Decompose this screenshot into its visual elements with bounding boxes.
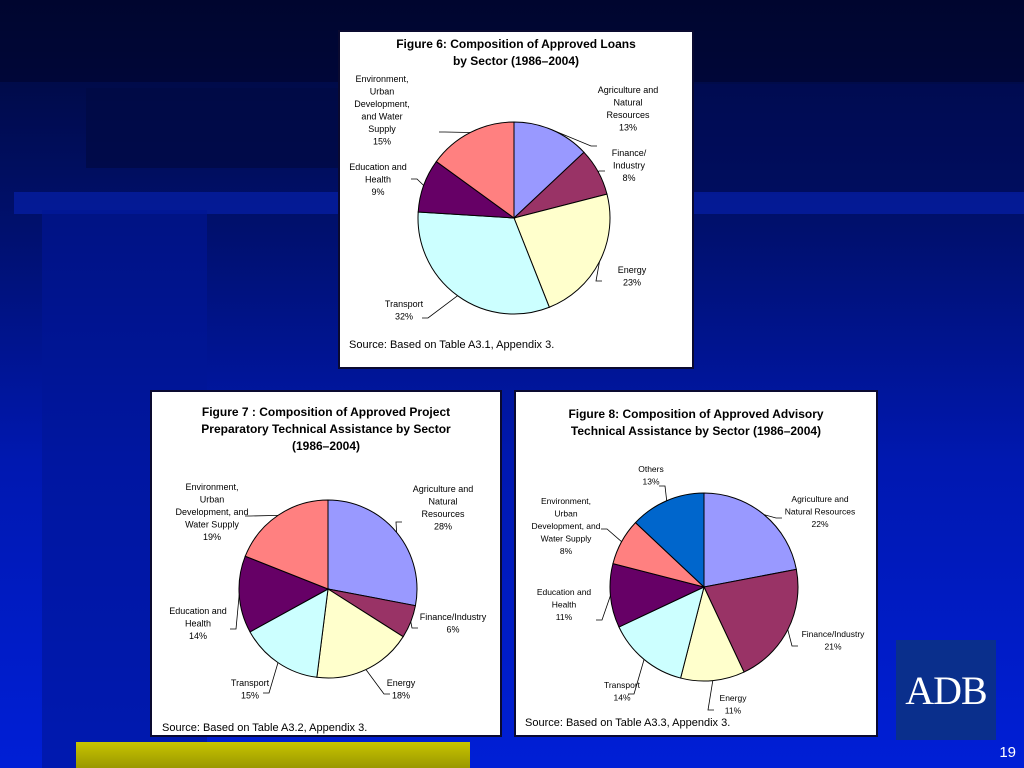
fig6-leader-4 — [411, 178, 424, 186]
fig7-slice-0 — [327, 499, 418, 607]
fig6-leader-5 — [439, 131, 471, 133]
fig6-leader-3 — [422, 295, 458, 319]
fig8-label-5: Environment, Urban Development, and Water S… — [532, 496, 601, 556]
fig7-leader-5 — [245, 515, 279, 517]
fig8-leader-2 — [707, 680, 714, 711]
figure-7-source: Source: Based on Table A3.2, Appendix 3. — [162, 722, 368, 734]
fig8-label-6: Others 13% — [638, 464, 664, 487]
footer-accent-bar — [76, 742, 470, 768]
fig7-label-4: Education and Health 14% — [169, 606, 227, 641]
fig7-leader-2 — [365, 669, 390, 695]
fig6-leader-2 — [595, 261, 602, 282]
fig6-label-0: Agriculture and Natural Resources 13% — [598, 85, 659, 133]
fig8-slice-2 — [680, 585, 745, 682]
fig6-label-3: Transport 32% — [385, 299, 424, 322]
fig7-slice-4 — [238, 555, 330, 633]
fig8-leader-6 — [659, 485, 668, 501]
fig6-slices — [417, 121, 611, 315]
fig7-label-1: Finance/Industry 6% — [420, 612, 487, 635]
fig8-label-4: Education and Health 11% — [537, 587, 592, 622]
fig8-slice-0 — [703, 492, 797, 588]
background-dark-block — [694, 84, 1024, 194]
fig7-leader-4 — [230, 594, 240, 630]
figure-6-pie-chart: Figure 6: Composition of Approved Loans b… — [349, 37, 659, 322]
fig8-label-0: Agriculture and Natural Resources 22% — [785, 494, 855, 529]
figure-8-panel: Figure 8: Composition of Approved Adviso… — [514, 390, 878, 737]
fig6-label-2: Energy 23% — [618, 265, 647, 288]
fig8-label-3: Transport 14% — [604, 680, 641, 703]
adb-logo-text: ADB — [905, 667, 987, 713]
figure-7-panel: Figure 7 : Composition of Approved Proje… — [150, 390, 502, 737]
fig8-leader-3 — [628, 659, 645, 695]
fig8-slices — [609, 492, 799, 682]
fig6-label-4: Education and Health 9% — [349, 162, 407, 197]
adb-logo: ADB — [896, 640, 996, 740]
fig7-slices — [238, 499, 418, 679]
fig7-title: Figure 7 : Composition of Approved Proje… — [201, 405, 451, 453]
page-number: 19 — [999, 744, 1016, 761]
fig8-slice-6 — [634, 492, 705, 589]
fig7-slice-2 — [316, 588, 404, 679]
fig6-label-5: Environment, Urban Development, and Water Su… — [354, 74, 410, 147]
fig6-slice-5 — [435, 121, 515, 219]
fig7-slice-3 — [249, 588, 329, 678]
fig6-slice-2 — [513, 193, 611, 308]
background-dark-square — [86, 88, 340, 168]
figure-8-source: Source: Based on Table A3.3, Appendix 3. — [525, 717, 731, 729]
figure-8-pie-chart: Figure 8: Composition of Approved Adviso… — [532, 407, 866, 716]
fig6-leader-0 — [551, 129, 597, 147]
fig6-leader-1 — [597, 170, 605, 173]
fig8-leader-4 — [596, 595, 611, 621]
figure-7-pie-chart: Figure 7 : Composition of Approved Proje… — [169, 405, 487, 701]
fig8-leader-0 — [763, 514, 782, 519]
fig6-label-1: Finance/Industry 8% — [612, 148, 647, 183]
fig8-label-1: Finance/Industry 21% — [802, 629, 866, 652]
fig8-leader-5 — [601, 528, 622, 543]
fig6-title: Figure 6: Composition of Approved Loans b… — [396, 37, 636, 68]
fig8-label-2: Energy 11% — [720, 693, 748, 716]
fig7-label-3: Transport 15% — [231, 678, 270, 701]
fig7-leader-3 — [263, 662, 279, 694]
fig8-slice-1 — [703, 568, 799, 673]
fig7-label-2: Energy 18% — [387, 678, 416, 701]
fig7-label-0: Agriculture and Natural Resources 28% — [413, 484, 474, 532]
fig7-leader-0 — [395, 521, 402, 533]
fig7-label-5: Environment, Urban Development, and Water S… — [175, 482, 248, 542]
figure-6-source: Source: Based on Table A3.1, Appendix 3. — [349, 339, 555, 351]
fig8-title: Figure 8: Composition of Approved Adviso… — [568, 407, 823, 438]
figure-6-panel: Figure 6: Composition of Approved Loans b… — [338, 30, 694, 369]
fig7-leader-1 — [410, 621, 418, 629]
fig8-leader-1 — [787, 629, 798, 647]
fig8-slice-3 — [618, 586, 705, 679]
